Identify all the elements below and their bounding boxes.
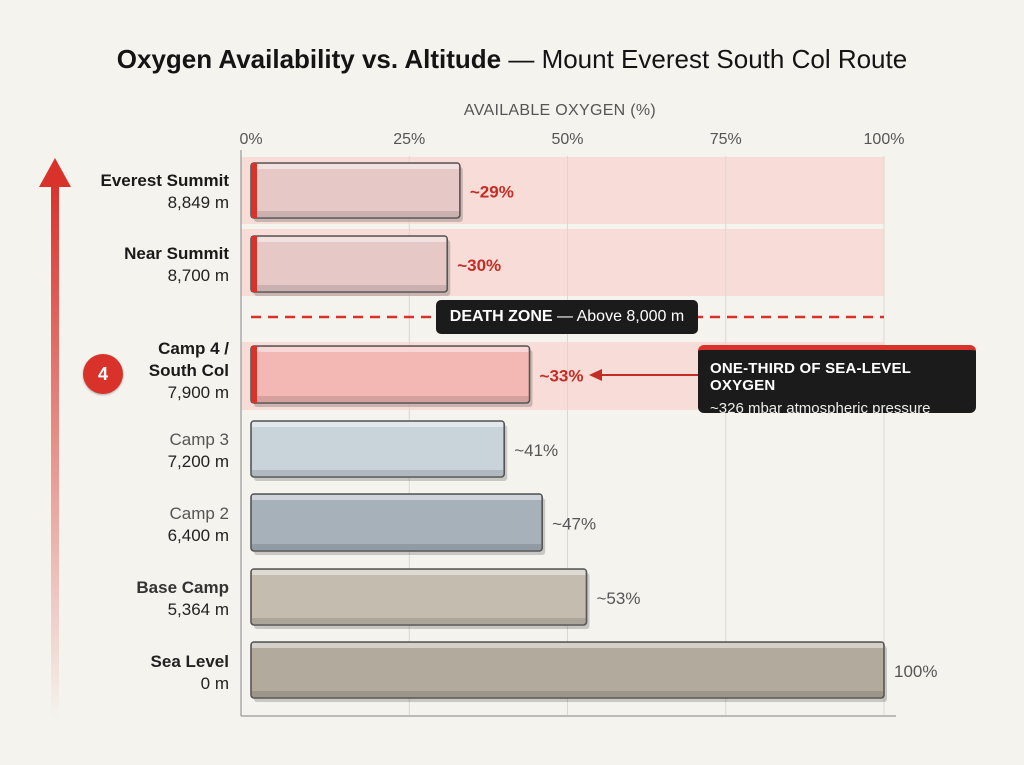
chart-title-separator: — bbox=[501, 44, 542, 74]
bar bbox=[250, 345, 531, 404]
x-tick-label-1: 25% bbox=[393, 131, 425, 148]
x-tick-label-3: 75% bbox=[710, 131, 742, 148]
bar-red-edge bbox=[251, 163, 257, 218]
callout-heading: ONE-THIRD OF SEA-LEVEL OXYGEN bbox=[710, 360, 911, 394]
bar-value-label: ~41% bbox=[514, 441, 558, 460]
bar-value-label: ~29% bbox=[470, 183, 514, 202]
death-zone-title: DEATH ZONE bbox=[449, 308, 553, 325]
category-name-line-1: Camp 4 / bbox=[158, 339, 229, 358]
category-label-camp-4: Camp 4 / South Col 7,900 m bbox=[149, 338, 229, 404]
x-tick-label-4: 100% bbox=[864, 131, 905, 148]
bar-highlight bbox=[252, 422, 504, 427]
bar bbox=[250, 162, 461, 219]
bar-group-0: ~29% bbox=[250, 162, 514, 222]
chart-subtitle: Mount Everest South Col Route bbox=[541, 44, 908, 74]
category-label-camp-2: Camp 2 6,400 m bbox=[168, 503, 229, 547]
category-name: Camp 3 bbox=[169, 430, 229, 449]
bar-group-4: ~47% bbox=[250, 493, 596, 555]
altitude-arrow-shaft bbox=[51, 183, 59, 718]
bar-value-label: ~30% bbox=[457, 256, 501, 275]
category-name: Near Summit bbox=[124, 244, 229, 263]
bar-bottom-bevel bbox=[252, 396, 529, 402]
bar-group-5: ~53% bbox=[250, 568, 640, 629]
bar-group-1: ~30% bbox=[250, 235, 501, 296]
category-name: Camp 2 bbox=[169, 504, 229, 523]
death-zone-callout: DEATH ZONE — Above 8,000 m bbox=[436, 300, 698, 334]
bar-highlight bbox=[252, 347, 529, 352]
category-name-line-2: South Col bbox=[148, 361, 229, 380]
bar-highlight bbox=[252, 570, 586, 575]
callout-pointer-arrowhead bbox=[589, 369, 602, 381]
bar-value-label: ~33% bbox=[540, 367, 584, 386]
category-altitude: 7,200 m bbox=[167, 452, 229, 471]
bar-bottom-bevel bbox=[252, 285, 447, 291]
bar-bottom-bevel bbox=[252, 470, 504, 476]
bar-red-edge bbox=[251, 236, 257, 292]
bar bbox=[250, 641, 885, 699]
category-label-sea-level: Sea Level 0 m bbox=[151, 651, 229, 695]
bar-highlight bbox=[252, 164, 459, 169]
bar-bottom-bevel bbox=[252, 691, 883, 697]
chart-title-main: Oxygen Availability vs. Altitude bbox=[116, 44, 502, 74]
bar-red-edge bbox=[251, 346, 257, 403]
category-altitude: 6,400 m bbox=[167, 526, 229, 545]
category-altitude: 0 m bbox=[200, 674, 229, 693]
category-name: Base Camp bbox=[136, 578, 229, 597]
bar-value-label: ~47% bbox=[552, 515, 596, 534]
category-name: Sea Level bbox=[150, 652, 229, 671]
bar bbox=[250, 235, 449, 293]
category-altitude: 5,364 m bbox=[167, 600, 229, 619]
category-label-near-summit: Near Summit 8,700 m bbox=[124, 243, 229, 287]
altitude-arrow-head bbox=[39, 158, 71, 187]
x-tick-label-2: 50% bbox=[551, 131, 583, 148]
bar-group-6: 100% bbox=[250, 641, 937, 702]
bar bbox=[250, 568, 588, 626]
death-zone-text: — Above 8,000 m bbox=[557, 308, 685, 325]
bar-bottom-bevel bbox=[252, 211, 459, 217]
bar-highlight bbox=[252, 643, 883, 648]
x-axis-title: AVAILABLE OXYGEN (%) bbox=[463, 102, 657, 119]
bar-highlight bbox=[252, 237, 447, 242]
category-name: Everest Summit bbox=[100, 171, 230, 190]
bar-bottom-bevel bbox=[252, 544, 542, 550]
category-altitude: 8,700 m bbox=[167, 266, 229, 285]
bar-bottom-bevel bbox=[252, 618, 586, 624]
bar bbox=[250, 420, 505, 478]
one-third-oxygen-callout: ONE-THIRD OF SEA-LEVEL OXYGEN ~326 mbar … bbox=[698, 345, 976, 417]
bar-group-3: ~41% bbox=[250, 420, 558, 481]
category-altitude: 7,900 m bbox=[167, 383, 229, 402]
bar-value-label: 100% bbox=[894, 662, 937, 681]
category-altitude: 8,849 m bbox=[167, 193, 229, 212]
callout-detail: ~326 mbar atmospheric pressure bbox=[710, 400, 931, 417]
bar-group-2: ~33% bbox=[250, 345, 584, 407]
x-tick-label-0: 0% bbox=[239, 131, 262, 148]
bar-highlight bbox=[252, 495, 542, 500]
category-label-everest-summit: Everest Summit 8,849 m bbox=[101, 170, 230, 214]
camp-number-badge: 4 bbox=[83, 354, 123, 394]
bar-value-label: ~53% bbox=[596, 589, 640, 608]
chart-title: Oxygen Availability vs. Altitude — Mount… bbox=[0, 44, 1024, 75]
bar bbox=[250, 493, 543, 552]
category-label-camp-3: Camp 3 7,200 m bbox=[168, 429, 229, 473]
category-label-base-camp: Base Camp 5,364 m bbox=[136, 577, 229, 621]
